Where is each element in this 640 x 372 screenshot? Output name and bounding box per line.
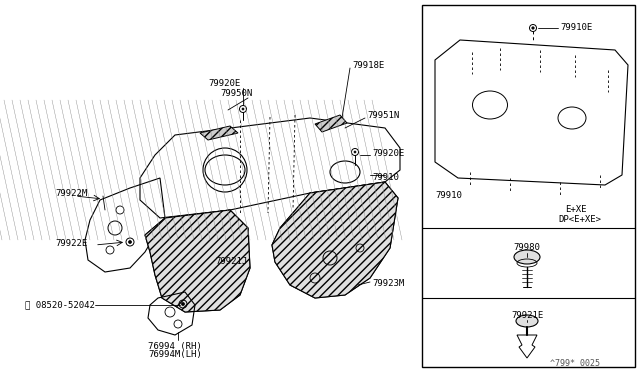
Text: 79923M: 79923M [372, 279, 404, 288]
Text: E+XE: E+XE [565, 205, 586, 215]
Text: 79910E: 79910E [560, 22, 592, 32]
Circle shape [354, 151, 356, 153]
Polygon shape [272, 182, 398, 298]
Text: 79910: 79910 [372, 173, 399, 183]
Text: 79950N: 79950N [220, 89, 252, 97]
Circle shape [182, 302, 184, 305]
Text: 79920E: 79920E [372, 148, 404, 157]
Circle shape [532, 27, 534, 29]
Text: 79910: 79910 [435, 190, 462, 199]
Circle shape [242, 108, 244, 110]
Polygon shape [145, 210, 250, 312]
Text: 79921E: 79921E [511, 311, 543, 320]
Text: Ⓢ 08520-52042: Ⓢ 08520-52042 [25, 301, 95, 310]
Text: 79922M: 79922M [55, 189, 87, 199]
Text: DP<E+XE>: DP<E+XE> [558, 215, 601, 224]
Text: 79922E: 79922E [55, 238, 87, 247]
Text: 79921J: 79921J [215, 257, 247, 266]
Polygon shape [315, 115, 347, 132]
Text: 79920E: 79920E [208, 78, 240, 87]
Text: 76994 (RH): 76994 (RH) [148, 341, 202, 350]
Text: ^799* 0025: ^799* 0025 [550, 359, 600, 368]
Ellipse shape [516, 315, 538, 327]
Text: 79918E: 79918E [352, 61, 384, 70]
Text: 79951N: 79951N [367, 110, 399, 119]
Text: 76994M(LH): 76994M(LH) [148, 350, 202, 359]
Ellipse shape [514, 250, 540, 264]
Bar [422, 5, 635, 367]
Text: 79980: 79980 [513, 244, 540, 253]
Polygon shape [200, 126, 238, 140]
Circle shape [129, 241, 131, 244]
